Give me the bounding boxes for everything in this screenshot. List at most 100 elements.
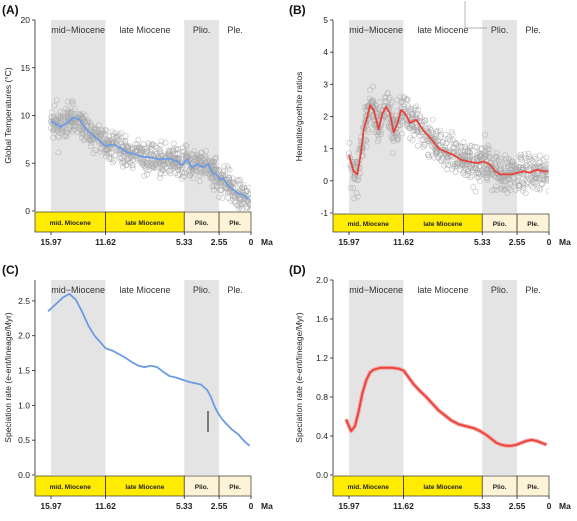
scatter-point — [382, 95, 389, 102]
scatter-point — [467, 174, 474, 181]
scatter-point — [196, 166, 203, 173]
scatter-point — [536, 163, 542, 169]
scatter-point — [70, 100, 76, 107]
x-tick-label: 15.97 — [338, 501, 360, 511]
scatter-point — [497, 167, 504, 174]
epoch-bar-label: Plio. — [195, 220, 209, 227]
epoch-top-label: Ple. — [525, 25, 541, 35]
scatter-point — [395, 135, 402, 142]
panel-label: (B) — [289, 3, 306, 17]
scatter-point — [216, 187, 223, 193]
scatter-point — [106, 155, 113, 162]
scatter-point — [170, 140, 177, 147]
epoch-bar-label: Plio. — [493, 221, 507, 228]
epoch-top-label: mid−Miocene — [51, 285, 105, 295]
x-unit-label: Ma — [261, 501, 273, 511]
scatter-point — [414, 142, 421, 149]
scatter-point — [229, 175, 236, 182]
scatter-point — [545, 188, 549, 194]
y-axis-label: Hematite/goethite ratios — [294, 72, 304, 162]
scatter-point — [122, 133, 129, 139]
scatter-point — [370, 83, 376, 90]
scatter-point — [476, 178, 483, 185]
scatter-point — [157, 142, 164, 149]
scatter-point — [145, 140, 152, 146]
scatter-point — [498, 175, 504, 182]
scatter-point — [93, 134, 100, 141]
scatter-point — [183, 143, 190, 150]
epoch-top-label: Plio. — [491, 25, 509, 35]
scatter-point — [491, 160, 498, 167]
scatter-point — [152, 143, 159, 150]
scatter-point — [99, 128, 106, 134]
scatter-point — [464, 172, 471, 179]
scatter-point — [415, 127, 422, 134]
scatter-point — [370, 121, 377, 128]
scatter-point — [224, 189, 231, 196]
y-tick-label: 0.8 — [316, 392, 328, 402]
y-tick-label: 1.2 — [316, 353, 328, 363]
x-tick-label: 15.97 — [40, 501, 62, 511]
scatter-point — [438, 157, 445, 164]
epoch-top-label: mid−Miocene — [349, 285, 403, 295]
scatter-point — [183, 150, 190, 157]
scatter-point — [235, 178, 242, 184]
scatter-point — [179, 144, 186, 151]
scatter-point — [190, 151, 197, 158]
scatter-point — [57, 108, 64, 115]
y-tick-label: 3 — [323, 79, 328, 89]
scatter-point — [209, 162, 216, 169]
scatter-point — [69, 98, 76, 104]
scatter-point — [439, 139, 446, 145]
y-tick-label: 10 — [21, 111, 31, 121]
scatter-point — [95, 122, 102, 129]
scatter-point — [165, 168, 172, 175]
series-line — [348, 104, 548, 176]
scatter-point — [175, 150, 182, 157]
scatter-point — [178, 176, 185, 182]
scatter-point — [123, 162, 130, 169]
y-axis-label: Global Temperatures (°C) — [3, 67, 13, 163]
scatter-point — [86, 135, 93, 141]
scatter-point — [237, 176, 243, 183]
scatter-point — [236, 196, 243, 203]
scatter-point — [190, 167, 197, 174]
scatter-point — [414, 110, 421, 117]
scatter-point — [50, 127, 57, 134]
scatter-point — [374, 106, 381, 113]
y-tick-label: 1.0 — [18, 400, 30, 410]
y-tick-label: -1 — [320, 208, 328, 218]
scatter-point — [51, 113, 58, 120]
scatter-point — [484, 146, 491, 153]
scatter-point — [57, 120, 64, 127]
x-tick-label: 2.55 — [509, 237, 526, 247]
scatter-point — [409, 137, 416, 144]
scatter-point — [529, 163, 536, 170]
scatter-point — [401, 94, 407, 100]
scatter-point — [521, 172, 528, 179]
epoch-top-label: late Miocene — [417, 285, 468, 295]
scatter-point — [65, 98, 71, 105]
scatter-point — [126, 155, 133, 162]
x-tick-label: 5.33 — [474, 501, 491, 511]
y-tick-label: 1 — [323, 144, 328, 154]
epoch-bar-label: mid. Miocene — [348, 484, 390, 491]
scatter-point — [410, 124, 417, 131]
scatter-point — [143, 166, 150, 173]
scatter-point — [186, 172, 193, 178]
scatter-point — [152, 162, 159, 168]
x-unit-label: Ma — [559, 237, 571, 247]
scatter-point — [492, 183, 499, 190]
scatter-point — [355, 176, 362, 183]
epoch-top-label: mid−Miocene — [349, 25, 403, 35]
shaded-epoch-band — [349, 280, 404, 475]
scatter-point — [479, 171, 486, 178]
scatter-point — [528, 157, 535, 163]
scatter-point — [90, 137, 96, 143]
scatter-point — [247, 201, 251, 208]
scatter-point — [404, 104, 411, 111]
scatter-point — [485, 150, 492, 157]
scatter-point — [196, 178, 203, 185]
scatter-point — [220, 168, 226, 175]
epoch-top-label: late Miocene — [119, 25, 170, 35]
